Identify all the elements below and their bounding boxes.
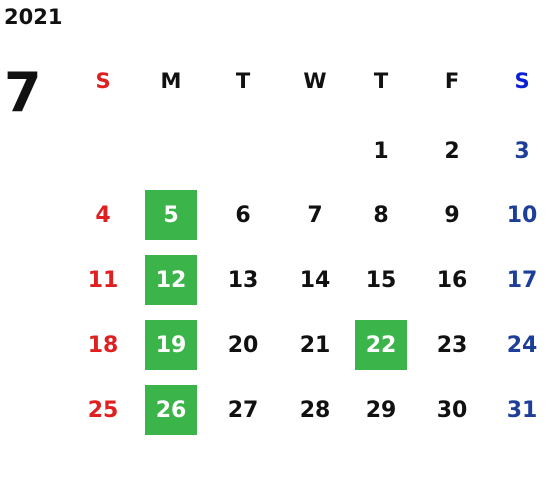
weekday-header: T: [235, 69, 251, 93]
calendar-month: 7: [4, 61, 42, 124]
calendar-day[interactable]: 8: [373, 202, 389, 228]
calendar-day[interactable]: 4: [95, 202, 111, 228]
calendar-year: 2021: [4, 5, 63, 29]
calendar-day-highlighted[interactable]: 26: [145, 385, 197, 435]
calendar-day[interactable]: 14: [299, 267, 331, 293]
calendar-day-highlighted[interactable]: 12: [145, 255, 197, 305]
calendar-day[interactable]: 6: [235, 202, 251, 228]
calendar-day[interactable]: 27: [227, 397, 259, 423]
calendar-day[interactable]: 11: [87, 267, 119, 293]
calendar-day[interactable]: 21: [299, 332, 331, 358]
weekday-header: S: [95, 69, 111, 93]
calendar-day-highlighted[interactable]: 5: [145, 190, 197, 240]
calendar-day[interactable]: 18: [87, 332, 119, 358]
calendar-day[interactable]: 16: [436, 267, 468, 293]
calendar-day-highlighted[interactable]: 19: [145, 320, 197, 370]
weekday-header: W: [303, 69, 327, 93]
calendar-day[interactable]: 23: [436, 332, 468, 358]
calendar-day[interactable]: 1: [373, 138, 389, 164]
calendar-day[interactable]: 7: [307, 202, 323, 228]
calendar-day[interactable]: 3: [514, 138, 530, 164]
calendar-day[interactable]: 24: [506, 332, 538, 358]
calendar-day[interactable]: 10: [506, 202, 538, 228]
weekday-header: S: [514, 69, 530, 93]
weekday-header: M: [160, 69, 182, 93]
calendar-day[interactable]: 30: [436, 397, 468, 423]
calendar-day[interactable]: 15: [365, 267, 397, 293]
calendar-day[interactable]: 2: [444, 138, 460, 164]
calendar-day[interactable]: 20: [227, 332, 259, 358]
calendar-day[interactable]: 13: [227, 267, 259, 293]
weekday-header: T: [373, 69, 389, 93]
calendar-day-highlighted[interactable]: 22: [355, 320, 407, 370]
weekday-header: F: [444, 69, 460, 93]
calendar-day[interactable]: 25: [87, 397, 119, 423]
calendar-day[interactable]: 9: [444, 202, 460, 228]
calendar-day[interactable]: 17: [506, 267, 538, 293]
calendar-day[interactable]: 31: [506, 397, 538, 423]
calendar-day[interactable]: 29: [365, 397, 397, 423]
calendar-day[interactable]: 28: [299, 397, 331, 423]
